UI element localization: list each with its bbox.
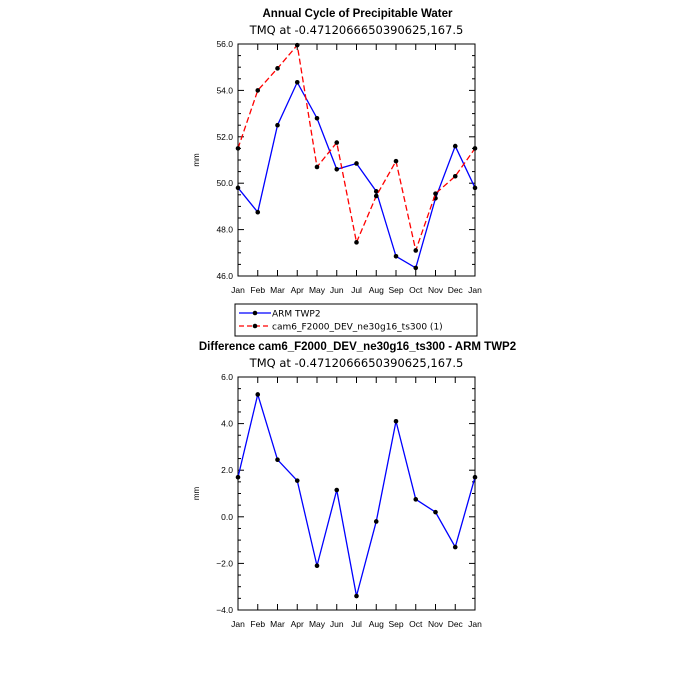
x-tick-label: Jan bbox=[468, 619, 482, 629]
data-point bbox=[314, 563, 320, 569]
chart-subtitle: TMQ at -0.4712066650390625,167.5 bbox=[249, 356, 464, 370]
data-point bbox=[393, 253, 399, 259]
y-axis-label: mm bbox=[192, 487, 201, 501]
y-tick-label: 2.0 bbox=[221, 465, 233, 475]
data-point bbox=[452, 143, 458, 149]
data-point bbox=[354, 593, 359, 599]
y-axis-label: mm bbox=[192, 153, 201, 167]
data-point bbox=[294, 79, 300, 85]
x-tick-label: Apr bbox=[291, 285, 304, 295]
data-point bbox=[413, 265, 419, 271]
data-point bbox=[294, 478, 300, 483]
data-point bbox=[235, 185, 241, 191]
chart-subtitle: TMQ at -0.4712066650390625,167.5 bbox=[249, 23, 464, 37]
data-point bbox=[373, 193, 379, 199]
x-tick-label: Jul bbox=[351, 619, 362, 629]
data-point bbox=[314, 164, 320, 170]
x-tick-label: Feb bbox=[250, 619, 265, 629]
x-tick-label: Oct bbox=[409, 285, 423, 295]
x-tick-label: May bbox=[309, 285, 326, 295]
data-point bbox=[472, 474, 478, 480]
series-line bbox=[237, 43, 476, 253]
data-point bbox=[255, 392, 261, 397]
data-point bbox=[294, 42, 300, 48]
legend-label: ARM TWP2 bbox=[272, 310, 321, 320]
x-tick-label: Jan bbox=[231, 619, 245, 629]
series-line bbox=[237, 80, 476, 269]
x-tick-label: Jul bbox=[351, 285, 362, 295]
data-point bbox=[433, 191, 438, 196]
series-1 bbox=[235, 391, 478, 599]
y-tick-label: 54.0 bbox=[216, 85, 233, 95]
x-tick-label: Mar bbox=[270, 619, 285, 629]
plot-frame bbox=[237, 376, 476, 611]
y-tick-label: 56.0 bbox=[216, 39, 233, 49]
data-point bbox=[393, 418, 399, 424]
data-point bbox=[373, 519, 379, 524]
y-tick-label: 4.0 bbox=[221, 419, 233, 429]
x-tick-label: Jan bbox=[468, 285, 482, 295]
chart-title: Annual Cycle of Precipitable Water bbox=[262, 8, 453, 20]
data-point bbox=[413, 248, 419, 253]
panel-1: Annual Cycle of Precipitable Water TMQ at… bbox=[192, 8, 482, 337]
x-tick-label: Sep bbox=[388, 285, 403, 295]
data-point bbox=[314, 115, 320, 121]
panel-2: Difference cam6_F2000_DEV_ne30g16_ts300 … bbox=[192, 341, 516, 629]
data-point bbox=[433, 509, 438, 515]
x-tick-label: Dec bbox=[448, 285, 464, 295]
y-tick-label: 50.0 bbox=[216, 178, 233, 188]
data-point bbox=[334, 166, 340, 172]
data-point bbox=[275, 457, 280, 463]
series-line bbox=[237, 391, 476, 597]
data-point bbox=[354, 240, 359, 245]
y-tick-label: 46.0 bbox=[216, 271, 233, 281]
x-tick-label: Aug bbox=[369, 285, 384, 295]
data-point bbox=[413, 497, 419, 502]
legend-label: cam6_F2000_DEV_ne30g16_ts300 (1) bbox=[272, 323, 443, 333]
x-tick-label: Feb bbox=[250, 285, 265, 295]
data-point bbox=[275, 66, 280, 71]
x-tick-label: Apr bbox=[291, 619, 304, 629]
data-point bbox=[472, 146, 478, 151]
x-tick-label: Oct bbox=[409, 619, 423, 629]
y-tick-label: −4.0 bbox=[216, 605, 233, 615]
chart-title: Difference cam6_F2000_DEV_ne30g16_ts300 … bbox=[199, 341, 516, 353]
data-point bbox=[235, 474, 241, 480]
data-point bbox=[275, 122, 280, 128]
data-point bbox=[393, 158, 399, 164]
y-tick-label: 6.0 bbox=[221, 372, 233, 382]
x-tick-label: Dec bbox=[448, 619, 464, 629]
data-point bbox=[255, 88, 261, 93]
legend-marker bbox=[252, 310, 258, 316]
data-point bbox=[334, 140, 340, 145]
x-tick-label: Jun bbox=[330, 619, 344, 629]
data-point bbox=[373, 189, 379, 194]
data-point bbox=[235, 146, 241, 151]
y-tick-label: 0.0 bbox=[221, 512, 233, 522]
data-point bbox=[334, 487, 340, 493]
series-2 bbox=[235, 42, 478, 253]
data-point bbox=[472, 185, 478, 191]
data-point bbox=[255, 209, 261, 215]
legend: ARM TWP2 cam6_F2000_DEV_ne30g16_ts300 (1) bbox=[234, 303, 478, 337]
x-tick-label: Nov bbox=[428, 285, 444, 295]
data-point bbox=[452, 544, 458, 550]
legend-box bbox=[234, 303, 478, 337]
y-tick-label: 52.0 bbox=[216, 132, 233, 142]
data-point bbox=[354, 161, 359, 166]
x-tick-label: Nov bbox=[428, 619, 444, 629]
y-tick-label: 48.0 bbox=[216, 225, 233, 235]
x-tick-label: Jan bbox=[231, 285, 245, 295]
x-tick-label: Jun bbox=[330, 285, 344, 295]
x-tick-label: Aug bbox=[369, 619, 384, 629]
x-tick-label: Mar bbox=[270, 285, 285, 295]
data-point bbox=[452, 173, 458, 179]
x-tick-label: Sep bbox=[388, 619, 403, 629]
x-tick-label: May bbox=[309, 619, 326, 629]
y-tick-label: −2.0 bbox=[216, 558, 233, 568]
legend-marker bbox=[252, 323, 258, 329]
